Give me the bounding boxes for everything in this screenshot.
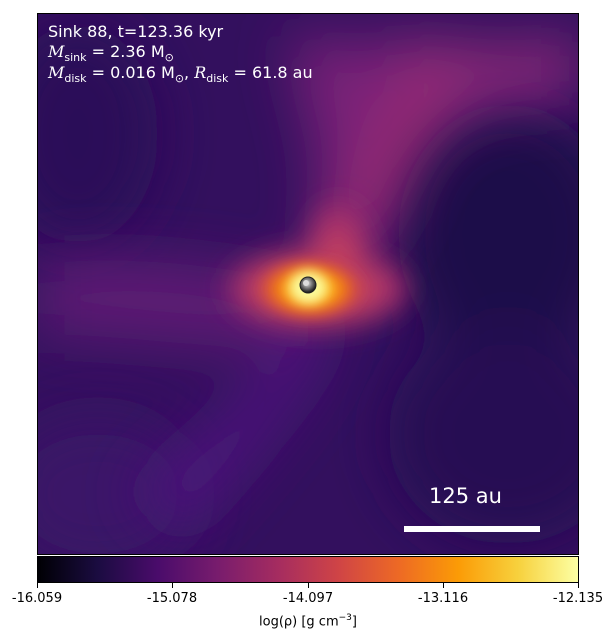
- colorbar-tick: [37, 583, 38, 588]
- colorbar-tick-label: -12.135: [552, 591, 604, 606]
- colorbar-tick: [308, 583, 309, 588]
- sink-marker: [299, 276, 317, 294]
- colorbar-tick-label: -13.116: [417, 591, 469, 606]
- colorbar-tick: [578, 583, 579, 588]
- sink-mass-text: Msink = 2.36 M⊙: [48, 42, 174, 65]
- colorbar-tick-label: -14.097: [282, 591, 334, 606]
- density-map-panel: Sink 88, t=123.36 kyr Msink = 2.36 M⊙ Md…: [37, 13, 579, 555]
- colorbar-label: log(ρ) [g cm−3]: [259, 613, 357, 630]
- scale-bar: [404, 526, 540, 532]
- colorbar-tick-label: -15.078: [146, 591, 198, 606]
- colorbar-tick-label: -16.059: [11, 591, 63, 606]
- sink-title: Sink 88, t=123.36 kyr: [48, 22, 224, 41]
- colorbar: [37, 556, 579, 583]
- density-map-image: [38, 14, 578, 554]
- colorbar-tick: [443, 583, 444, 588]
- scale-bar-label: 125 au: [429, 484, 502, 508]
- disk-properties-text: Mdisk = 0.016 M⊙, Rdisk = 61.8 au: [48, 63, 313, 86]
- colorbar-tick: [172, 583, 173, 588]
